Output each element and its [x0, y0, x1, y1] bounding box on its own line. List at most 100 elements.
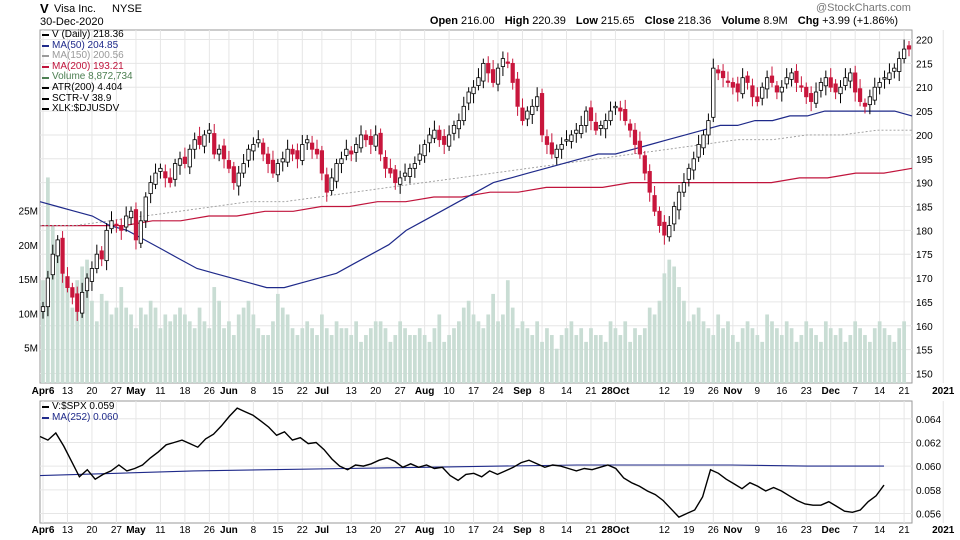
candle-body	[241, 163, 246, 174]
legend-label: V (Daily) 218.36	[52, 29, 124, 40]
candle-body	[466, 91, 471, 104]
candle-body	[525, 110, 530, 120]
candle-body	[779, 86, 784, 93]
candle-body	[588, 107, 594, 122]
volume-bar	[642, 328, 647, 383]
candle-body	[510, 62, 515, 83]
candle-body	[495, 67, 501, 85]
price-tick-label: 215	[916, 59, 933, 70]
candle-body	[554, 148, 559, 158]
x-tick-label: 28Oct	[602, 525, 630, 536]
candle-body	[789, 72, 794, 80]
candle-body	[280, 158, 285, 163]
x-tick-label: 20	[370, 525, 382, 536]
volume-bar	[383, 328, 388, 383]
candle-body	[153, 172, 158, 185]
candle-body	[212, 133, 217, 155]
candle-body	[598, 125, 603, 129]
legend-label: SCTR-V 38.9	[52, 92, 112, 104]
volume-bar	[823, 321, 828, 383]
candle-body	[882, 77, 887, 80]
volume-bar	[686, 321, 691, 383]
candle-body	[897, 58, 902, 72]
candle-body	[172, 163, 178, 180]
volume-bar	[858, 328, 862, 383]
rs-tick-label: 0.064	[916, 415, 941, 426]
volume-bar	[647, 307, 652, 383]
volume-bar	[461, 307, 466, 383]
candle-body	[412, 163, 417, 169]
volume-bar	[750, 328, 755, 383]
volume-bar	[231, 335, 236, 383]
volume-bar	[457, 321, 461, 383]
volume-bar	[867, 341, 872, 383]
candle-body	[652, 195, 657, 212]
x-tick-label: 24	[492, 386, 504, 397]
candle-body	[623, 109, 628, 122]
stockcharts-watermark: @StockCharts.com	[816, 2, 911, 14]
candle-body	[177, 158, 183, 166]
volume-bar	[251, 314, 256, 383]
legend-swatch	[42, 406, 49, 409]
x-tick-label: 13	[346, 525, 358, 536]
candle-body	[583, 110, 589, 126]
x-tick-label: 19	[683, 525, 695, 536]
volume-bar	[804, 321, 809, 383]
x-tick-label: 26	[204, 525, 216, 536]
volume-bar	[432, 328, 437, 383]
volume-bar	[471, 314, 476, 383]
candle-body	[427, 134, 432, 144]
volume-bar	[691, 314, 696, 383]
ma50-line	[39, 110, 913, 289]
legend-label: MA(200) 193.21	[52, 60, 124, 72]
legend-entry: Volume 8,872,734	[42, 72, 133, 83]
volume-bar	[295, 335, 300, 383]
candle-body	[476, 77, 481, 86]
x-tick-label: 2021	[932, 525, 955, 536]
volume-bar	[667, 259, 672, 383]
candle-body	[701, 134, 706, 149]
legend-entry: XLK:$DJUSDV	[42, 104, 133, 115]
rs-ratio-line	[39, 407, 885, 518]
exchange-name: NYSE	[112, 3, 142, 15]
volume-bar	[271, 321, 275, 383]
price-tick-label: 160	[916, 322, 933, 333]
volume-bar	[525, 328, 530, 383]
volume-bar	[305, 321, 310, 383]
legend-label: MA(150) 200.56	[52, 50, 124, 62]
candle-body	[143, 196, 148, 222]
legend-swatch	[42, 76, 49, 79]
legend-label: Volume 8,872,734	[52, 71, 133, 83]
candle-body	[628, 123, 633, 131]
candle-body	[217, 148, 222, 155]
candle-body	[520, 107, 525, 122]
legend-label: MA(252) 0.060	[52, 411, 119, 423]
candle-body	[833, 83, 838, 93]
candle-body	[681, 182, 687, 193]
candle-body	[691, 158, 696, 171]
x-tick-label: 26	[204, 386, 216, 397]
price-tick-label: 195	[916, 155, 933, 166]
volume-bar	[417, 328, 422, 383]
volume-bar	[613, 328, 618, 383]
candle-body	[755, 96, 760, 102]
volume-bar	[373, 321, 378, 383]
candle-body	[750, 85, 755, 98]
candle-body	[818, 82, 824, 91]
candle-body	[275, 163, 280, 176]
x-tick-label: 28Oct	[602, 386, 630, 397]
x-tick-label: 9	[755, 525, 761, 536]
x-tick-label: 26	[708, 525, 720, 536]
candle-body	[613, 105, 618, 109]
volume-bar	[515, 328, 520, 383]
volume-tick-label: 10M	[19, 309, 38, 320]
candle-body	[75, 293, 80, 312]
price-tick-label: 210	[916, 83, 933, 94]
volume-bar	[197, 307, 202, 383]
candle-body	[857, 88, 863, 102]
candle-body	[828, 77, 833, 88]
volume-bar	[877, 321, 882, 383]
volume-bar	[652, 314, 657, 383]
chg-label: Chg	[797, 15, 820, 27]
candle-body	[593, 121, 598, 131]
